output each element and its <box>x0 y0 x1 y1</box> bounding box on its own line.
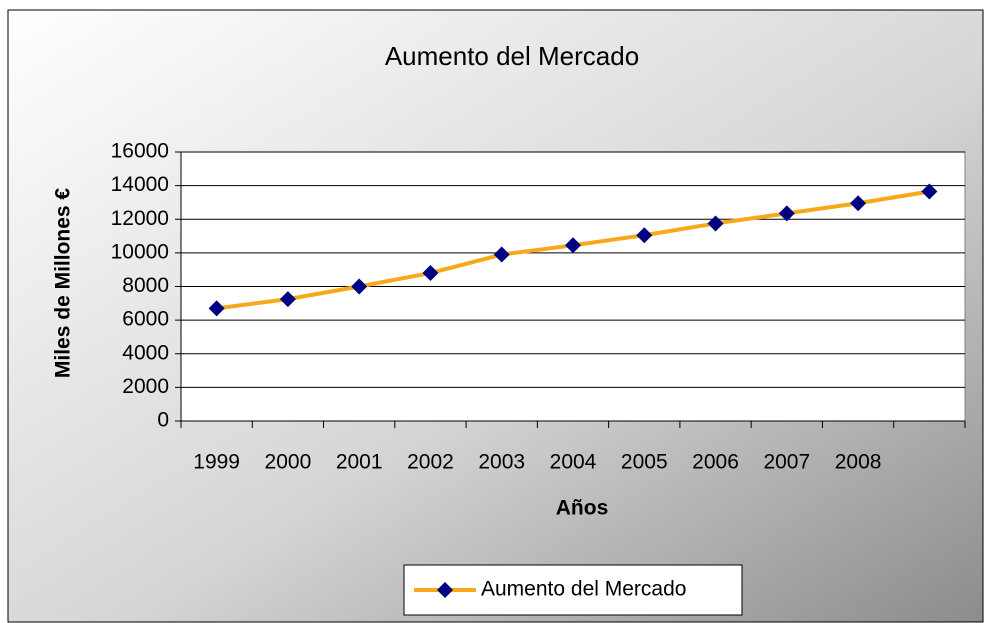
y-tick-label: 16000 <box>111 140 169 163</box>
x-tick-label: 2005 <box>621 451 668 474</box>
data-point <box>422 265 439 282</box>
x-tick-label: 2008 <box>835 451 882 474</box>
legend-marker <box>437 582 453 598</box>
chart-title: Aumento del Mercado <box>385 41 639 71</box>
x-tick-label: 2002 <box>407 451 454 474</box>
x-tick-label: 2003 <box>478 451 525 474</box>
y-tick-label: 6000 <box>122 308 169 331</box>
data-point <box>565 237 581 254</box>
data-point <box>850 195 867 212</box>
data-point <box>636 227 653 244</box>
y-tick-label: 8000 <box>122 274 169 297</box>
y-tick-label: 14000 <box>111 173 169 196</box>
data-point <box>493 246 510 263</box>
y-tick-label: 12000 <box>111 207 169 230</box>
x-tick-label: 2007 <box>763 451 810 474</box>
x-axis-label: Años <box>556 497 609 520</box>
y-axis-label: Miles de Millones € <box>52 188 75 379</box>
x-tick-label: 2000 <box>265 451 312 474</box>
legend-label: Aumento del Mercado <box>481 578 686 601</box>
data-point <box>208 300 225 317</box>
y-tick-label: 2000 <box>122 375 169 398</box>
data-point <box>707 215 724 232</box>
y-tick-label: 10000 <box>111 240 169 263</box>
data-point <box>921 183 938 200</box>
y-tick-label: 4000 <box>122 341 169 364</box>
y-tick-label: 0 <box>157 409 169 432</box>
data-point <box>778 205 795 222</box>
x-tick-label: 2001 <box>336 451 383 474</box>
data-point <box>351 278 368 295</box>
x-tick-label: 1999 <box>193 451 240 474</box>
x-tick-label: 2006 <box>692 451 739 474</box>
x-tick-label: 2004 <box>550 451 597 474</box>
data-point <box>279 291 296 308</box>
